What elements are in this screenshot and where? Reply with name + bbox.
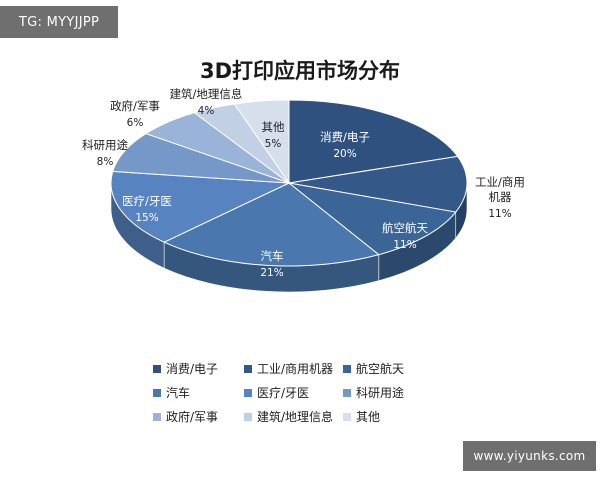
slice-6-value-label: 8% — [97, 156, 114, 168]
legend-label-7: 政府/军事 — [166, 409, 218, 424]
slice-1-label: 消费/电子 — [320, 130, 370, 144]
slice-7-value-label: 6% — [127, 117, 144, 129]
slice-2-label: 机器 — [489, 190, 512, 204]
legend-label-2: 工业/商用机器 — [257, 361, 333, 376]
legend-swatch-6 — [343, 389, 351, 397]
watermark-bottom-right: www.yiyunks.com — [463, 441, 596, 471]
chart-title: 3D打印应用市场分布 — [200, 59, 400, 83]
slice-9-value-label: 5% — [265, 138, 282, 150]
legend-swatch-4 — [153, 389, 161, 397]
legend-label-3: 航空航天 — [356, 361, 404, 376]
slice-2-top — [288, 155, 468, 213]
slice-8-value-label: 4% — [198, 105, 215, 117]
legend-label-8: 建筑/地理信息 — [257, 409, 333, 424]
slice-4-top — [162, 182, 380, 267]
legend-label-9: 其他 — [356, 410, 380, 424]
slice-2-label: 工业/商用 — [475, 175, 525, 189]
legend-swatch-5 — [244, 389, 252, 397]
legend-label-6: 科研用途 — [356, 385, 404, 400]
slice-7-label: 政府/军事 — [110, 99, 160, 113]
slice-4-label: 汽车 — [261, 249, 284, 263]
slice-5-top — [110, 170, 291, 243]
slice-2-value-label: 11% — [488, 208, 511, 220]
slice-9-label: 其他 — [262, 120, 285, 134]
legend-swatch-2 — [244, 365, 252, 373]
legend-label-1: 消费/电子 — [166, 362, 218, 376]
legend-swatch-9 — [343, 413, 351, 421]
legend-label-4: 汽车 — [166, 385, 190, 400]
slice-3-value-label: 11% — [393, 239, 416, 251]
slice-5-label: 医疗/牙医 — [122, 194, 172, 208]
watermark-top-left: TG: MYYJJPP — [0, 6, 118, 38]
legend-swatch-3 — [343, 365, 351, 373]
slice-5-value-label: 15% — [135, 212, 158, 224]
slice-3-label: 航空航天 — [382, 221, 428, 235]
legend-swatch-1 — [153, 365, 161, 373]
legend-swatch-8 — [244, 413, 252, 421]
slice-4-value-label: 21% — [260, 267, 283, 279]
slice-1-top — [288, 99, 459, 184]
legend-swatch-7 — [153, 413, 161, 421]
slice-3-top — [288, 182, 457, 256]
slice-8-label: 建筑/地理信息 — [170, 87, 243, 101]
slice-6-label: 科研用途 — [82, 138, 128, 152]
slice-1-value-label: 20% — [333, 148, 356, 160]
slice-9-top — [233, 99, 290, 185]
legend-label-5: 医疗/牙医 — [257, 386, 309, 400]
